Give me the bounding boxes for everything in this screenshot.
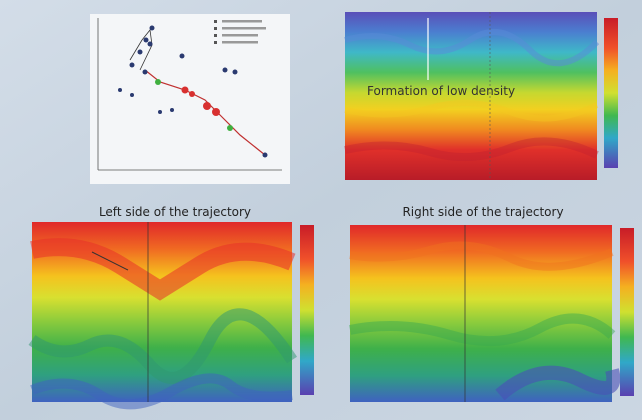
heatmap-top-right: Formation of low density (344, 12, 618, 180)
plot-area (90, 14, 290, 184)
scatter-panel (90, 14, 290, 184)
colorbar (620, 228, 634, 396)
panel-title: Left side of the trajectory (99, 205, 251, 219)
heatmap-bottom-left (28, 222, 314, 410)
heatmap-bottom-right (349, 225, 634, 402)
colorbar (604, 18, 618, 168)
panel-title: Right side of the trajectory (402, 205, 563, 219)
annotation: Formation of low density (367, 84, 515, 98)
colorbar (300, 225, 314, 395)
